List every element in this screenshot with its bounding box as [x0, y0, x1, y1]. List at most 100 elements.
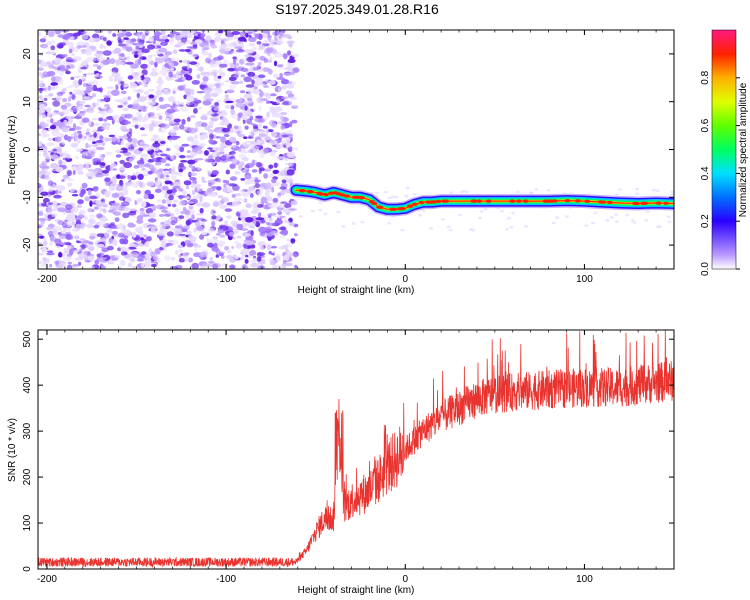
noise-blob — [506, 216, 511, 220]
noise-blob — [140, 63, 149, 69]
noise-blob — [123, 31, 127, 34]
noise-blob — [310, 209, 315, 213]
noise-blob — [92, 158, 101, 163]
noise-blob — [144, 241, 150, 248]
noise-blob — [256, 256, 262, 262]
snr-y-axis: 0 100 200 300 400 500 — [22, 330, 674, 572]
noise-blob — [114, 255, 121, 259]
noise-blob — [93, 206, 99, 210]
noise-blob — [191, 88, 195, 96]
track-peak — [377, 205, 384, 209]
noise-blob — [207, 260, 215, 264]
noise-blob — [50, 235, 54, 242]
noise-blob — [281, 85, 287, 90]
noise-blob — [244, 174, 252, 180]
noise-blob — [264, 182, 274, 189]
noise-blob — [75, 223, 81, 230]
figure-title: S197.2025.349.01.28.R16 — [275, 1, 439, 17]
noise-blob — [39, 64, 43, 69]
noise-blob — [141, 48, 150, 54]
noise-blob — [188, 172, 198, 176]
noise-blob — [141, 133, 148, 137]
noise-blob — [54, 136, 62, 143]
noise-blob — [130, 63, 139, 69]
noise-blob — [136, 189, 141, 195]
noise-blob — [236, 70, 241, 76]
noise-blob — [210, 44, 218, 49]
noise-blob — [223, 59, 229, 66]
track-peak — [634, 201, 640, 206]
noise-blob — [165, 117, 170, 122]
noise-blob — [282, 262, 289, 266]
noise-blob — [52, 231, 59, 236]
noise-blob — [88, 37, 96, 43]
noise-blob — [183, 35, 188, 38]
noise-blob — [287, 134, 294, 139]
noise-blob — [635, 192, 640, 196]
noise-blob — [124, 119, 129, 126]
noise-blob — [231, 158, 238, 165]
noise-blob — [230, 81, 240, 85]
noise-blob — [120, 53, 125, 57]
noise-blob — [173, 199, 178, 203]
noise-blob — [564, 215, 569, 218]
noise-blob — [165, 163, 171, 167]
noise-blob — [199, 195, 203, 203]
track-peak — [522, 199, 529, 203]
noise-blob — [258, 105, 262, 112]
track-peak — [584, 199, 591, 203]
snr-y-tick-label: 500 — [22, 330, 33, 347]
noise-blob — [162, 90, 171, 95]
noise-blob — [95, 172, 104, 178]
noise-blob — [59, 133, 65, 139]
noise-blob — [38, 171, 47, 175]
track-peak — [542, 199, 549, 203]
noise-blob — [120, 201, 130, 207]
noise-blob — [243, 157, 249, 162]
snr-panel: -200 -100 0 100 0 100 200 300 400 500 Height of … — [7, 329, 675, 596]
noise-blob — [65, 59, 74, 62]
noise-blob — [202, 100, 212, 106]
noise-blob — [280, 233, 285, 239]
noise-blob — [229, 176, 238, 181]
noise-blob — [81, 74, 86, 80]
noise-blob — [254, 179, 261, 183]
noise-blob — [184, 240, 192, 245]
spectrogram-x-tick-label: 0 — [402, 274, 408, 285]
noise-blob — [285, 142, 292, 148]
noise-blob — [219, 243, 224, 248]
noise-blob — [210, 209, 216, 216]
noise-blob — [103, 94, 112, 99]
noise-blob — [280, 190, 286, 196]
noise-blob — [249, 250, 257, 256]
noise-blob — [179, 146, 185, 153]
noise-blob — [175, 74, 182, 79]
noise-blob — [290, 96, 297, 101]
noise-blob — [56, 95, 62, 101]
noise-blob — [62, 174, 67, 181]
noise-blob — [215, 254, 219, 258]
noise-blob — [279, 231, 286, 235]
noise-blob — [200, 232, 208, 236]
noise-blob — [212, 238, 219, 243]
noise-blob — [108, 185, 116, 192]
noise-blob — [179, 124, 185, 130]
noise-blob — [270, 93, 277, 97]
spectrogram-y-tick-label: 0 — [22, 146, 33, 152]
noise-blob — [89, 232, 98, 237]
noise-blob — [141, 108, 147, 112]
noise-blob — [418, 213, 423, 217]
noise-blob — [174, 225, 180, 229]
noise-blob — [221, 262, 229, 268]
noise-blob — [135, 88, 145, 94]
noise-blob — [172, 90, 176, 95]
noise-blob — [258, 33, 263, 41]
spectrogram-noise-region — [38, 30, 674, 269]
noise-blob — [178, 253, 182, 259]
track-peak — [551, 199, 558, 203]
noise-blob — [102, 50, 112, 56]
noise-blob — [160, 41, 168, 46]
noise-blob — [47, 188, 54, 192]
noise-blob — [56, 147, 62, 153]
